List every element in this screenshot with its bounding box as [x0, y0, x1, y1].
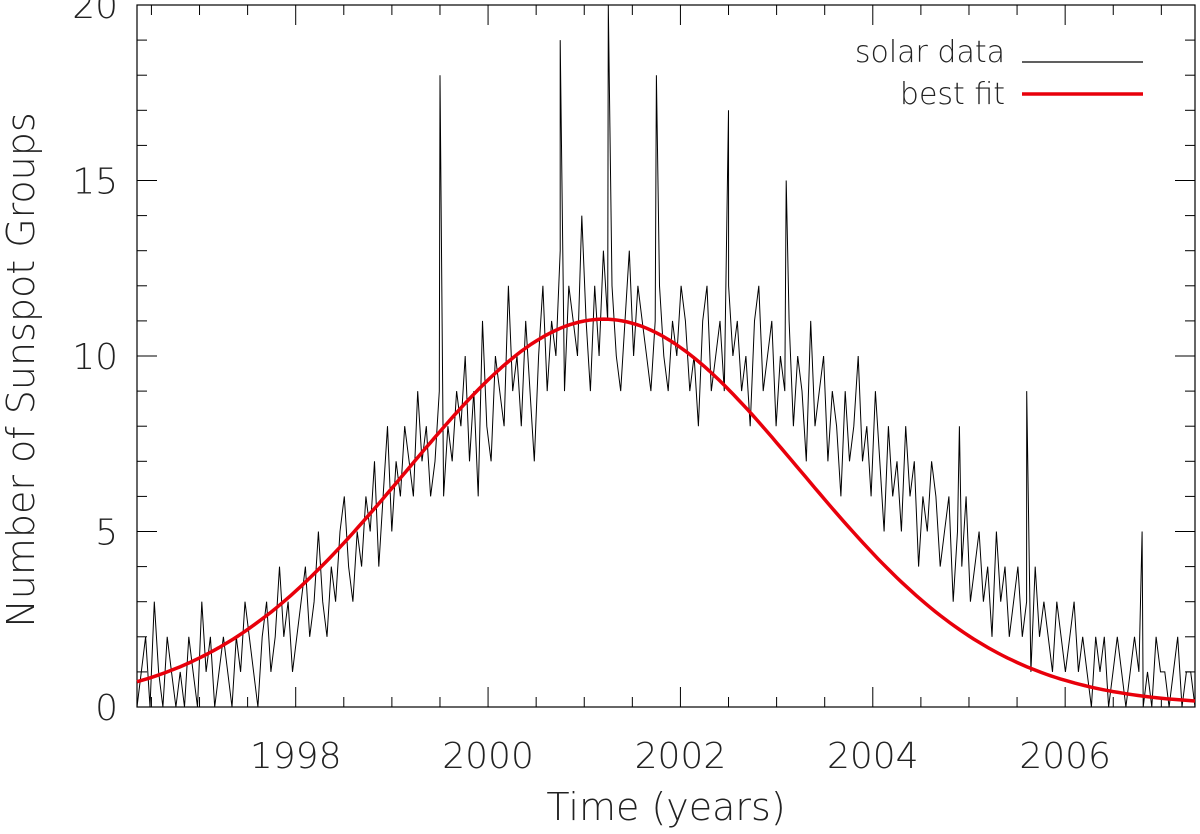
legend-label-solar-data: solar data	[855, 35, 1005, 70]
x-axis-title: Time (years)	[546, 785, 785, 829]
solar-data-line	[136, 4, 1196, 708]
best-fit-series	[136, 317, 1196, 703]
x-tick-label: 2006	[1019, 736, 1111, 777]
best-fit-line	[136, 317, 1196, 703]
y-tick-label: 20	[72, 0, 118, 27]
y-tick-label: 15	[72, 162, 118, 203]
y-tick-labels: 0 5 10 15 20	[72, 0, 118, 729]
legend-label-best-fit: best fit	[900, 77, 1005, 112]
plot-frame	[136, 4, 1196, 708]
y-tick-label: 0	[95, 688, 118, 729]
x-tick-label: 2002	[635, 736, 727, 777]
legend: solar data best fit	[855, 35, 1143, 112]
plot-area-border	[136, 4, 1196, 708]
x-tick-label: 2004	[827, 736, 919, 777]
y-tick-label: 5	[95, 513, 118, 554]
axis-ticks	[137, 4, 1195, 708]
x-tick-labels: 1998 2000 2002 2004 2006	[250, 736, 1111, 777]
x-tick-label: 2000	[442, 736, 534, 777]
solar-data-series	[136, 4, 1196, 708]
x-tick-label: 1998	[250, 736, 342, 777]
y-axis-title: Number of Sunspot Groups	[0, 112, 43, 627]
y-tick-label: 10	[72, 337, 118, 378]
